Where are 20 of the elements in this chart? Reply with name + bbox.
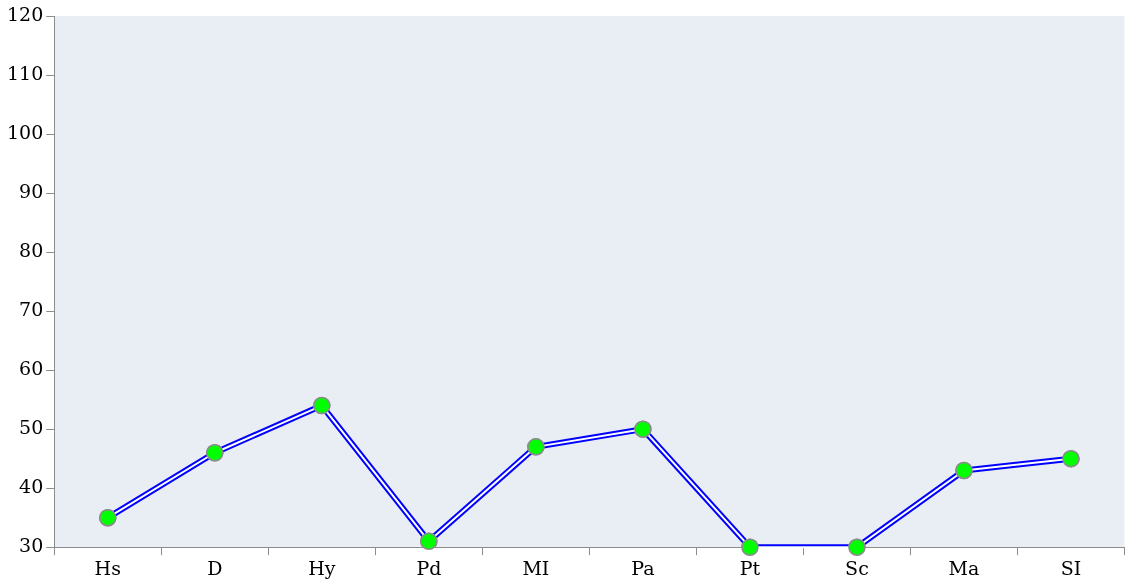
y-tick-label: 40: [19, 475, 44, 498]
y-tick-label: 90: [19, 180, 44, 202]
x-tick-label: Sc: [845, 556, 869, 579]
y-tick-label: 110: [7, 61, 44, 84]
y-tick-label: 100: [7, 120, 44, 143]
x-tick-label: D: [207, 556, 223, 579]
y-tick-label: 50: [19, 416, 44, 439]
y-tick-label: 30: [19, 534, 44, 557]
y-tick-label: 70: [19, 298, 44, 321]
x-tick-label: Hs: [94, 556, 121, 579]
x-tick-label: Ma: [948, 556, 980, 579]
x-tick-label: Pa: [631, 556, 655, 579]
y-tick-label: 120: [7, 2, 44, 25]
x-tick-label: SI: [1060, 556, 1082, 579]
x-tick-label: Hy: [308, 556, 336, 579]
x-tick-label: Pd: [416, 556, 442, 579]
x-tick-label: Pt: [739, 556, 761, 579]
y-tick-label: 80: [19, 239, 44, 262]
y-tick-label: 60: [19, 357, 44, 380]
x-tick-label: MI: [522, 556, 550, 579]
